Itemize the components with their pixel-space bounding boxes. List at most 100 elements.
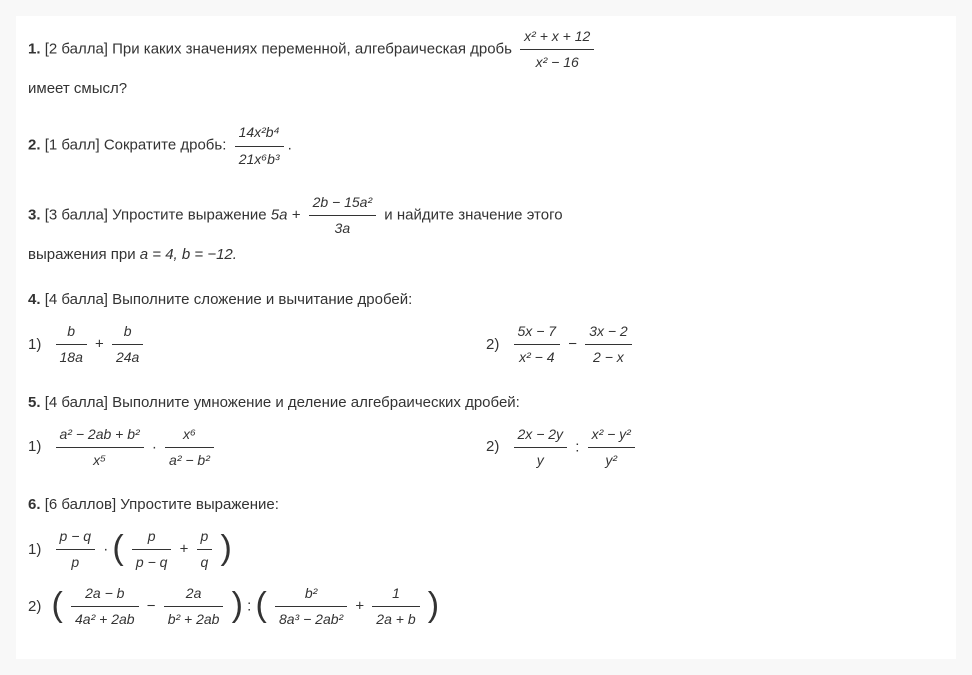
- fraction: a² − 2ab + b² x⁵: [56, 422, 144, 473]
- fraction: 14x²b⁴ 21x⁶b³: [235, 120, 284, 171]
- problem-points: [2 балла]: [45, 41, 108, 58]
- colon: :: [247, 598, 251, 615]
- numerator: x² − y²: [588, 422, 635, 448]
- problem-6: 6. [6 баллов] Упростите выражение: 1) p …: [28, 491, 944, 633]
- right-paren: ): [232, 588, 243, 622]
- denominator: 3a: [309, 216, 377, 241]
- problem-text-line2: имеет смысл?: [28, 75, 944, 102]
- left-paren: (: [255, 588, 266, 622]
- problem-number: 6.: [28, 496, 41, 513]
- left-paren: (: [52, 588, 63, 622]
- condition: a = 4, b = −12.: [140, 246, 237, 263]
- op: +: [180, 541, 189, 558]
- numerator: b²: [275, 581, 347, 607]
- denominator: y²: [588, 448, 635, 473]
- numerator: b: [112, 319, 143, 345]
- tail: .: [288, 137, 292, 154]
- subpart-label: 1): [28, 536, 41, 563]
- left-paren: (: [112, 531, 123, 565]
- denominator: 8a³ − 2ab²: [275, 607, 347, 632]
- problem-points: [6 баллов]: [45, 496, 116, 513]
- op: +: [95, 336, 104, 353]
- problem-text: При каких значениях переменной, алгебраи…: [112, 41, 512, 58]
- subpart-label: 2): [486, 331, 499, 358]
- op: :: [575, 438, 579, 455]
- numerator: 2a: [164, 581, 224, 607]
- subpart-label: 1): [28, 433, 41, 460]
- problem-text: Выполните сложение и вычитание дробей:: [112, 291, 412, 308]
- subpart-1: 1) a² − 2ab + b² x⁵ · x⁶ a² − b²: [28, 422, 486, 473]
- subpart-2: 2) 5x − 7 x² − 4 − 3x − 2 2 − x: [486, 319, 944, 370]
- denominator: y: [514, 448, 568, 473]
- fraction: b 18a: [56, 319, 87, 370]
- subpart-label: 2): [486, 433, 499, 460]
- subparts: 1) b 18a + b 24a 2) 5x − 7 x² − 4 −: [28, 319, 944, 370]
- denominator: a² − b²: [165, 448, 214, 473]
- fraction: 2a b² + 2ab: [164, 581, 224, 632]
- numerator: x² + x + 12: [520, 24, 594, 50]
- problem-3: 3. [3 балла] Упростите выражение 5a + 2b…: [28, 190, 944, 268]
- fraction: 3x − 2 2 − x: [585, 319, 632, 370]
- numerator: 2x − 2y: [514, 422, 568, 448]
- problem-2: 2. [1 балл] Сократите дробь: 14x²b⁴ 21x⁶…: [28, 120, 944, 171]
- right-paren: ): [221, 531, 232, 565]
- worksheet-page: 1. [2 балла] При каких значениях перемен…: [16, 16, 956, 659]
- fraction: x² + x + 12 x² − 16: [520, 24, 594, 75]
- problem-points: [4 балла]: [45, 291, 108, 308]
- fraction: p p − q: [132, 524, 172, 575]
- denominator: x⁵: [56, 448, 144, 473]
- denominator: 18a: [56, 345, 87, 370]
- problem-number: 5.: [28, 394, 41, 411]
- numerator: b: [56, 319, 87, 345]
- denominator: 21x⁶b³: [235, 147, 284, 172]
- subpart-2: 2) 2x − 2y y : x² − y² y²: [486, 422, 944, 473]
- fraction: x² − y² y²: [588, 422, 635, 473]
- denominator: 24a: [112, 345, 143, 370]
- problem-text: Упростите выражение:: [120, 496, 279, 513]
- problem-number: 1.: [28, 41, 41, 58]
- denominator: x² − 16: [520, 50, 594, 75]
- fraction: 2a − b 4a² + 2ab: [71, 581, 139, 632]
- right-paren: ): [428, 588, 439, 622]
- fraction: x⁶ a² − b²: [165, 422, 214, 473]
- problem-4: 4. [4 балла] Выполните сложение и вычита…: [28, 286, 944, 370]
- denominator: p: [56, 550, 96, 575]
- problem-1: 1. [2 балла] При каких значениях перемен…: [28, 24, 944, 102]
- subpart-label: 2): [28, 593, 41, 620]
- numerator: 14x²b⁴: [235, 120, 284, 146]
- denominator: p − q: [132, 550, 172, 575]
- subpart-2: 2) ( 2a − b 4a² + 2ab − 2a b² + 2ab ) : …: [28, 581, 944, 632]
- denominator: 4a² + 2ab: [71, 607, 139, 632]
- problem-number: 2.: [28, 137, 41, 154]
- numerator: a² − 2ab + b²: [56, 422, 144, 448]
- fraction: b² 8a³ − 2ab²: [275, 581, 347, 632]
- fraction: 1 2a + b: [372, 581, 419, 632]
- subpart-1: 1) b 18a + b 24a: [28, 319, 486, 370]
- subpart-1: 1) p − q p · ( p p − q + p q ): [28, 524, 944, 575]
- numerator: 3x − 2: [585, 319, 632, 345]
- problem-points: [4 балла]: [45, 394, 108, 411]
- problem-number: 3.: [28, 206, 41, 223]
- problem-text: Сократите дробь:: [104, 137, 227, 154]
- problem-text-b: и найдите значение этого: [384, 206, 562, 223]
- numerator: p: [132, 524, 172, 550]
- numerator: p: [197, 524, 213, 550]
- op: +: [355, 598, 364, 615]
- denominator: 2 − x: [585, 345, 632, 370]
- problem-points: [3 балла]: [45, 206, 108, 223]
- numerator: 5x − 7: [514, 319, 561, 345]
- problem-text: Выполните умножение и деление алгебраиче…: [112, 394, 520, 411]
- problem-5: 5. [4 балла] Выполните умножение и делен…: [28, 389, 944, 473]
- dot: ·: [103, 541, 108, 558]
- denominator: 2a + b: [372, 607, 419, 632]
- problem-text-c: выражения при: [28, 246, 136, 263]
- numerator: p − q: [56, 524, 96, 550]
- numerator: 1: [372, 581, 419, 607]
- fraction: b 24a: [112, 319, 143, 370]
- denominator: x² − 4: [514, 345, 561, 370]
- op: −: [568, 336, 577, 353]
- fraction: 2x − 2y y: [514, 422, 568, 473]
- denominator: b² + 2ab: [164, 607, 224, 632]
- op: −: [147, 598, 156, 615]
- numerator: 2b − 15a²: [309, 190, 377, 216]
